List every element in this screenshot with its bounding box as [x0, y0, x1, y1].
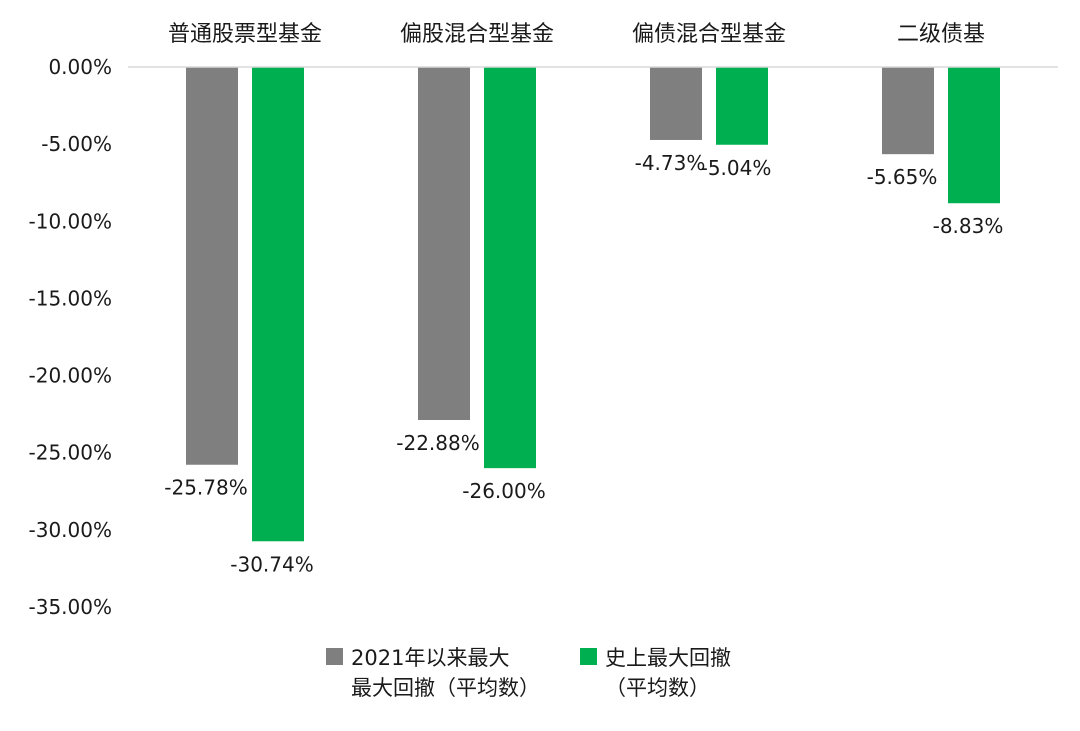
data-label: -5.04%	[701, 156, 772, 180]
data-label: -4.73%	[635, 151, 706, 175]
y-axis-ticks: 0.00% -5.00% -10.00% -15.00% -20.00% -25.00% -…	[29, 55, 112, 619]
bar	[650, 67, 702, 140]
bar	[716, 67, 768, 145]
category-label: 偏股混合型基金	[400, 22, 554, 47]
bar	[948, 67, 1000, 204]
data-label: -8.83%	[933, 214, 1004, 238]
bar	[418, 67, 470, 421]
y-tick-label: -20.00%	[29, 364, 112, 388]
y-tick-label: -25.00%	[29, 441, 112, 465]
bar	[484, 67, 536, 469]
category-label: 二级债基	[897, 22, 985, 47]
y-tick-label: -5.00%	[41, 132, 112, 156]
bars	[186, 67, 1000, 542]
category-label: 偏债混合型基金	[632, 22, 786, 47]
y-tick-label: -35.00%	[29, 595, 112, 619]
legend-label: （平均数）	[605, 676, 710, 700]
legend-label: 2021年以来最大	[351, 646, 509, 670]
category-labels: 普通股票型基金 偏股混合型基金 偏债混合型基金 二级债基	[168, 22, 985, 47]
bar	[186, 67, 238, 465]
data-label: -25.78%	[164, 476, 247, 500]
data-label: -5.65%	[867, 165, 938, 189]
data-label: -22.88%	[396, 431, 479, 455]
y-tick-label: 0.00%	[48, 55, 112, 79]
y-tick-label: -15.00%	[29, 286, 112, 310]
legend-label: 最大回撤（平均数）	[351, 676, 540, 700]
bar	[882, 67, 934, 155]
y-tick-label: -10.00%	[29, 209, 112, 233]
data-label: -30.74%	[230, 552, 313, 576]
legend-swatch	[580, 648, 597, 665]
data-labels: -25.78% -22.88% -4.73% -5.65% -30.74% -26.00%…	[164, 151, 1003, 576]
category-label: 普通股票型基金	[168, 22, 322, 47]
legend-label: 史上最大回撤	[605, 646, 731, 670]
data-label: -26.00%	[462, 479, 545, 503]
y-tick-label: -30.00%	[29, 518, 112, 542]
legend-swatch	[326, 648, 343, 665]
bar	[252, 67, 304, 542]
